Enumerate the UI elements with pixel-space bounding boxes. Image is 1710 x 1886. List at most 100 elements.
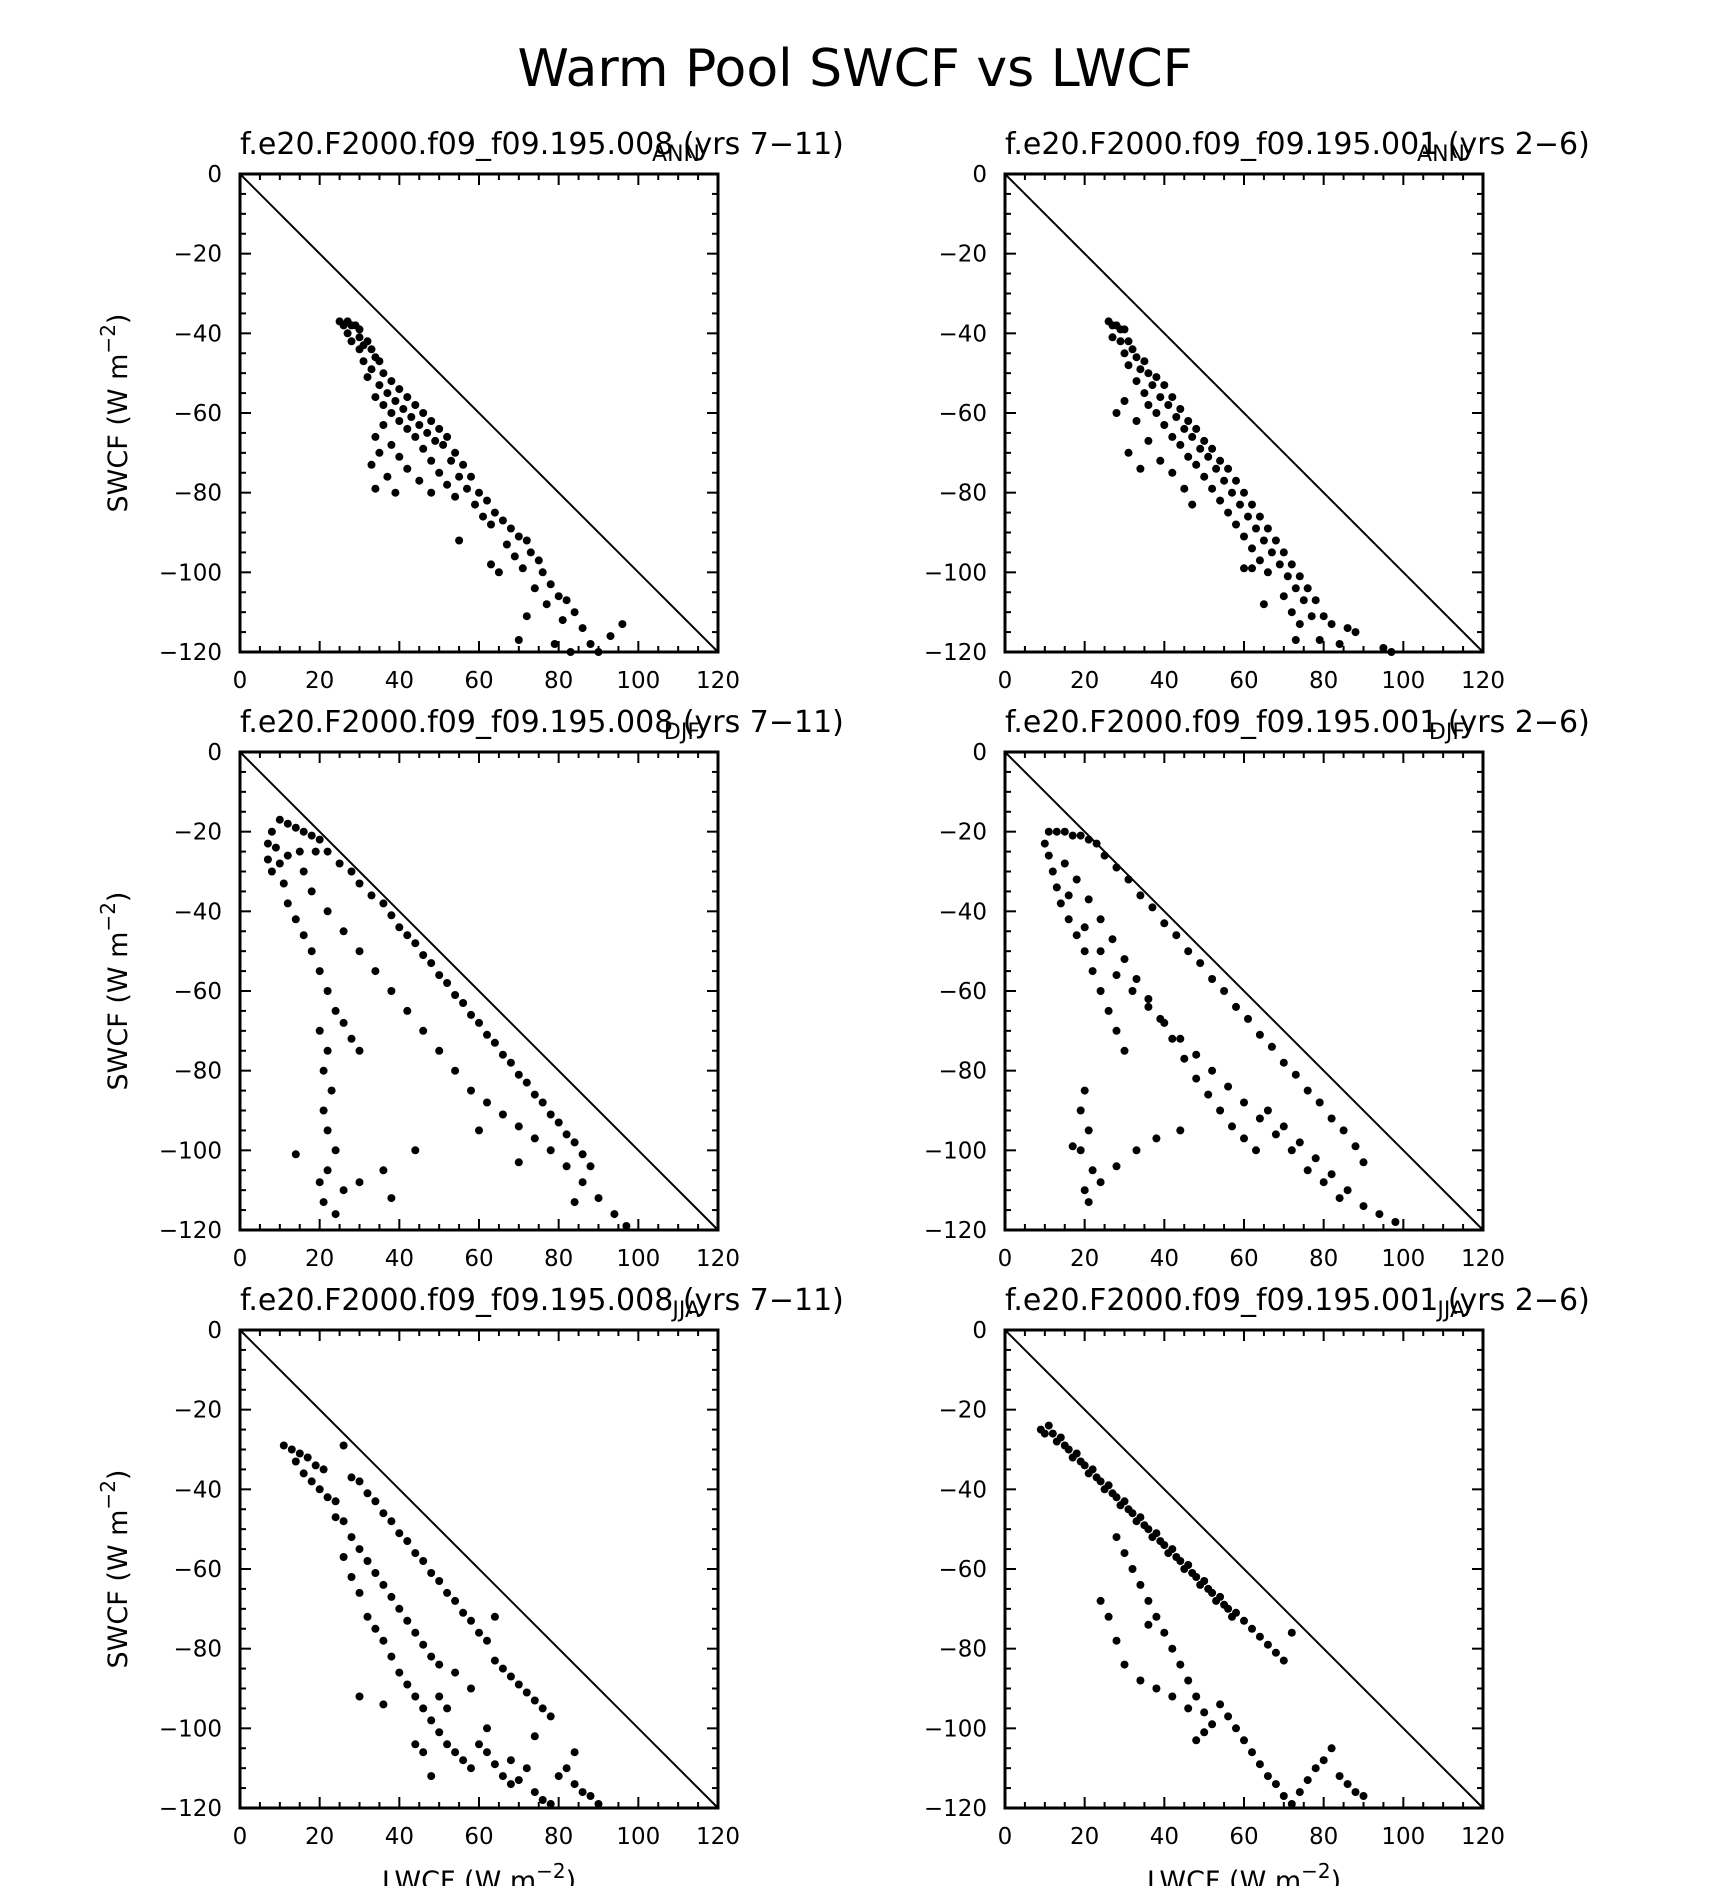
data-point (1351, 1788, 1360, 1797)
x-tick-label: 80 (544, 1824, 573, 1850)
x-tick-label: 0 (233, 1824, 248, 1850)
data-point (403, 1680, 412, 1689)
data-point (399, 405, 408, 413)
y-tick-label: −100 (924, 560, 987, 586)
x-tick-label: 40 (1150, 1246, 1179, 1272)
scatter-panel: 0 20 40 60 80 100 120 0 −20 −40 −60 −80 −100 −120 f.e2… (924, 705, 1590, 1272)
y-tick-label: −20 (938, 1398, 987, 1424)
data-point (419, 951, 428, 960)
data-point (1040, 1429, 1049, 1438)
data-point (1359, 1202, 1368, 1211)
data-point (522, 1078, 531, 1087)
data-point (411, 432, 420, 441)
data-point (526, 548, 535, 557)
data-point (610, 1210, 619, 1219)
data-point (1200, 1728, 1209, 1737)
data-point (1216, 456, 1225, 465)
data-point (375, 381, 384, 390)
data-point (542, 600, 551, 609)
data-point (530, 584, 539, 593)
data-point (1244, 512, 1252, 521)
data-point (299, 827, 308, 836)
data-point (283, 851, 292, 860)
data-point (475, 1740, 483, 1749)
data-point (1335, 640, 1344, 648)
data-point (435, 1046, 444, 1055)
data-point (1216, 1106, 1225, 1115)
data-point (1100, 851, 1109, 860)
data-point (1096, 1477, 1105, 1486)
data-point (1279, 592, 1288, 601)
data-point (1335, 1772, 1344, 1781)
x-tick-label: 120 (696, 1824, 740, 1850)
data-point (1204, 452, 1213, 461)
data-point (411, 1740, 420, 1749)
data-point (451, 1596, 460, 1605)
data-point (1156, 456, 1165, 465)
data-point (1192, 1692, 1201, 1701)
data-point (435, 1577, 444, 1585)
data-point (1200, 1708, 1209, 1717)
data-point (1096, 1178, 1105, 1187)
data-point (451, 1748, 460, 1757)
data-point (1176, 1126, 1185, 1135)
data-point (1212, 464, 1221, 473)
data-point (1327, 1744, 1336, 1753)
data-point (395, 923, 404, 932)
data-point (379, 1580, 388, 1589)
data-point (379, 401, 388, 409)
data-point (1232, 1608, 1240, 1617)
data-point (319, 1465, 328, 1474)
data-point (1120, 955, 1129, 964)
data-point (1359, 1158, 1368, 1167)
data-point (586, 640, 595, 648)
reference-line (1004, 173, 1484, 653)
data-point (594, 1194, 603, 1203)
axis-ticks (1004, 173, 1484, 653)
data-point (483, 496, 491, 505)
data-point (1319, 612, 1328, 621)
data-point (339, 1517, 348, 1526)
data-point (1076, 831, 1085, 840)
axis-ticks (239, 173, 719, 653)
data-point (522, 612, 531, 621)
data-point (435, 1660, 444, 1669)
x-tick-label: 20 (1070, 668, 1099, 694)
data-point (375, 357, 384, 366)
x-tick-label: 100 (616, 1824, 660, 1850)
data-point (1208, 1720, 1217, 1729)
data-point (522, 536, 531, 545)
data-point (451, 448, 460, 457)
data-point (275, 859, 284, 868)
data-point (1172, 931, 1181, 940)
y-tick-label: 0 (207, 162, 222, 188)
data-point (411, 401, 420, 409)
data-point (467, 1684, 475, 1693)
data-point (1160, 381, 1169, 390)
data-point (403, 393, 412, 402)
data-point (1168, 432, 1177, 441)
data-point (1176, 1034, 1185, 1043)
season-label: ANN (1417, 142, 1465, 167)
data-point (514, 1122, 523, 1131)
data-point (1255, 1114, 1264, 1123)
data-point (1112, 1162, 1121, 1171)
data-point (419, 444, 428, 453)
data-point (1295, 1138, 1304, 1147)
data-point (1291, 584, 1300, 593)
data-point (1144, 1002, 1153, 1011)
x-tick-label: 60 (1229, 668, 1258, 694)
data-point (323, 1126, 332, 1135)
data-point (1132, 417, 1141, 425)
data-point (467, 1086, 475, 1095)
data-point (514, 1776, 523, 1785)
data-point (514, 1070, 523, 1079)
data-point (1240, 564, 1248, 573)
data-point (1204, 1090, 1213, 1099)
data-point (1303, 584, 1312, 593)
y-tick-label: −40 (938, 899, 987, 925)
data-point (490, 1656, 499, 1665)
data-point (1327, 620, 1336, 629)
data-point (291, 1457, 300, 1466)
